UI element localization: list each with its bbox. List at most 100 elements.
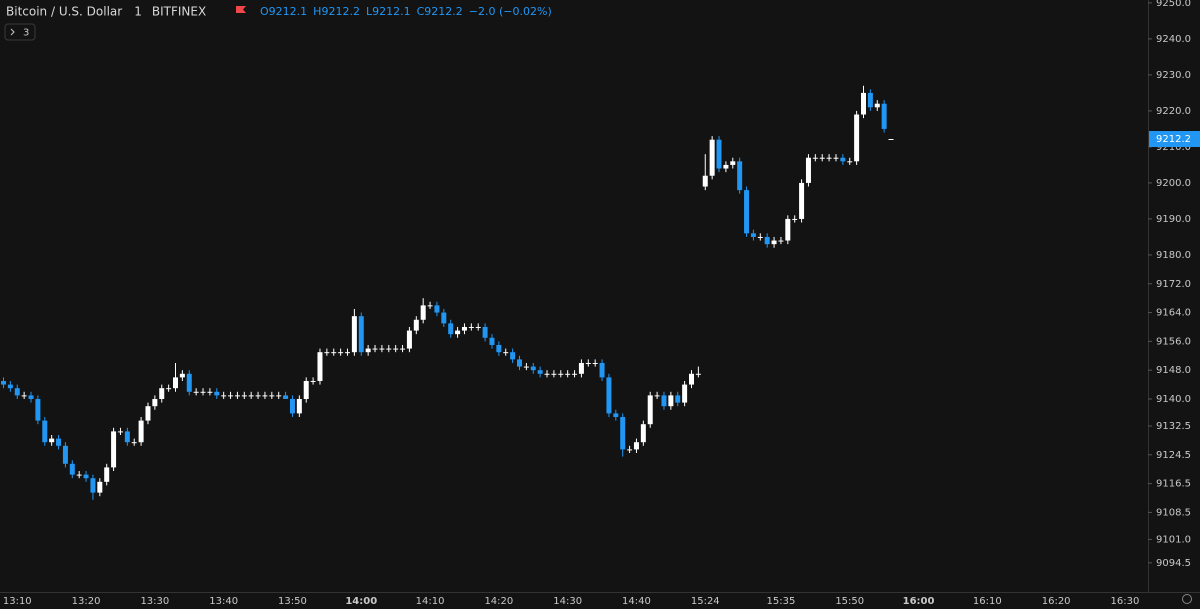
candle-body [572,373,578,375]
x-tick-label: 15:35 [767,596,796,607]
candle-body [131,442,137,444]
candle-body [861,92,866,115]
candle-body [434,305,440,313]
x-tick-label: 13:40 [209,596,238,607]
candle-body [42,420,48,443]
candle-body [372,348,378,350]
ohlc-value: 9212.1 [269,5,308,18]
candle-body [186,373,192,392]
x-tick-label: 14:40 [622,596,651,607]
candle-body [241,395,247,397]
candle-body [833,157,839,159]
y-tick-label: 9220.0 [1156,106,1191,117]
candle-body [551,373,557,375]
candle-body [730,161,736,165]
candle-body [592,362,598,364]
y-tick-label: 9250.0 [1156,0,1191,9]
y-tick-label: 9180.0 [1156,250,1191,261]
candle-body [324,352,330,354]
candle-body [468,326,474,328]
candle-body [386,348,392,350]
candle-body [785,218,791,241]
candle-body [303,380,309,399]
candle-body [379,348,385,350]
candle-body [255,395,261,397]
y-tick-label: 9164.0 [1156,308,1191,319]
candle-body [620,416,626,450]
candle-body [1,380,6,385]
candle-body [840,157,846,162]
candle-body [805,157,811,183]
indicators-toggle[interactable] [4,23,36,41]
last-price-badge [1149,130,1200,147]
candle-body [111,431,117,468]
candle-body [21,395,27,397]
candle-body [345,352,350,354]
candle-body [351,316,357,353]
candle-body [737,161,743,191]
candle-body [723,164,729,169]
candle-body [812,157,818,159]
ohlc-value: 9212.2 [424,5,463,18]
candle-body [262,395,268,397]
candle-body [510,352,516,360]
candle-body [83,474,89,479]
candle-body [283,395,289,399]
candle-body [668,395,674,407]
candle-body [97,481,103,493]
candle-body [695,373,701,375]
candle-body [682,384,688,403]
candle-body [173,377,178,389]
x-tick-label: 16:20 [1042,596,1071,607]
settings-icon[interactable] [1182,594,1192,604]
candle-body [847,161,853,163]
candle-body [599,362,605,378]
candle-body [819,157,825,159]
candle-body [654,395,660,397]
ohlc-label: C [417,5,425,18]
candle-body [537,370,543,374]
x-tick-label: 16:30 [1111,596,1140,607]
candle-body [799,182,805,219]
candle-body [228,395,234,397]
candle-body [28,395,34,399]
candle-body [661,395,667,407]
x-tick-label: 13:10 [3,596,32,607]
candle-body [874,103,880,108]
candle-body [49,438,55,443]
candle-body [757,236,763,238]
candle-body [523,366,529,368]
candle-body [14,388,20,396]
candle-body [689,373,694,385]
ohlc-legend: O 9212.1 H 9212.2 L 9212.1 C 9212.2 −2.0 (−0.02%… [260,5,552,18]
candle-body [221,395,227,397]
candle-body [427,305,433,307]
candle-body [647,395,653,425]
candle-body [461,326,467,331]
candle-body [496,344,502,353]
candle-body [413,319,419,331]
x-tick-label: 14:10 [416,596,445,607]
candle-body [166,388,172,390]
candle-body [69,463,75,475]
x-tick-label: 15:50 [835,596,864,607]
candle-body [448,323,454,335]
candle-body [455,330,461,335]
candle-body [152,398,158,407]
candle-body [124,431,130,443]
candle-body [214,391,220,396]
flag-icon[interactable] [236,6,246,13]
candle-body [764,236,770,245]
candle-body [159,388,165,399]
candle-body [702,175,708,187]
x-tick-label: 14:20 [484,596,513,607]
candle-body [482,326,488,338]
candle-body [750,233,756,237]
candle-body [145,406,151,421]
candle-body [881,103,887,129]
candle-body [310,380,316,382]
candle-body [234,395,240,397]
x-tick-label: 13:20 [72,596,101,607]
candle-body [675,395,681,403]
